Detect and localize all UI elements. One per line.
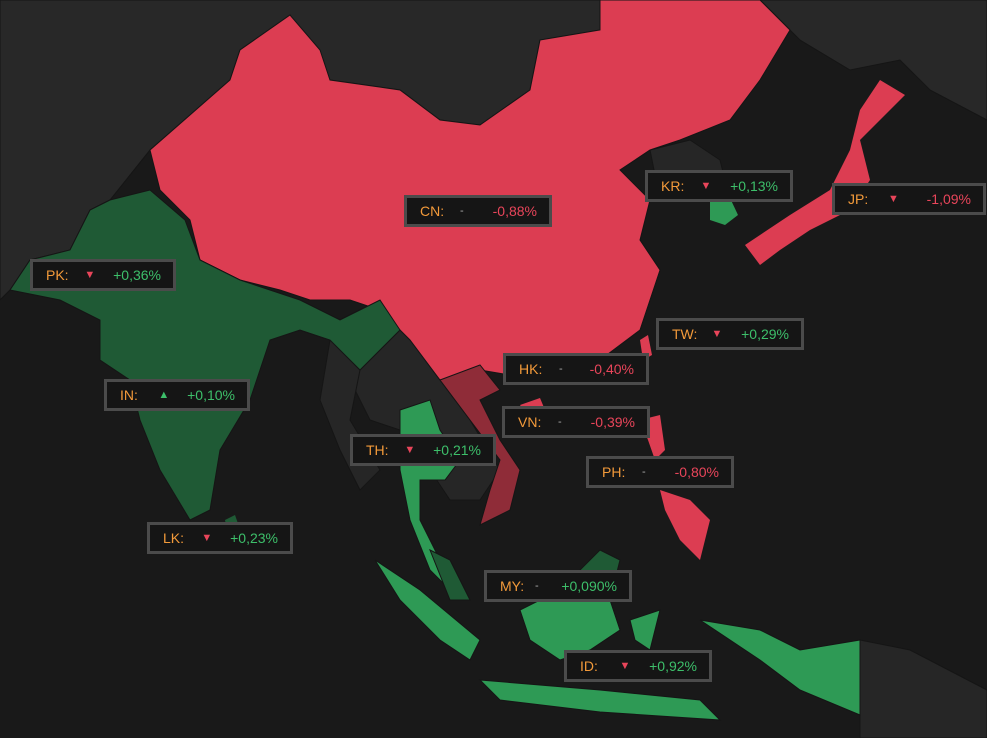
change-value: -0,88% [492,203,537,219]
country-code: PH: [602,464,626,480]
region-ph [640,415,710,560]
triangle-down-icon: ▼ [711,328,723,340]
change-value: +0,090% [561,578,617,594]
country-code: HK: [519,361,543,377]
country-code: JP: [848,191,869,207]
land-russia-east [759,0,987,121]
change-value: +0,92% [649,658,697,674]
region-jp [745,80,905,265]
label-kr[interactable]: KR: ▼ +0,13% [645,170,793,202]
label-cn[interactable]: CN: - -0,88% [404,195,552,227]
country-code: LK: [163,530,185,546]
change-value: +0,23% [230,530,278,546]
change-value: -1,09% [926,191,971,207]
land-png [859,639,987,738]
change-value: +0,29% [741,326,789,342]
dash-icon: - [558,416,562,428]
label-ph[interactable]: PH: - -0,80% [586,456,734,488]
change-value: +0,10% [187,387,235,403]
change-value: +0,36% [113,267,161,283]
triangle-down-icon: ▼ [84,269,96,281]
label-th[interactable]: TH: ▼ +0,21% [350,434,496,466]
change-value: +0,21% [433,442,481,458]
dash-icon: - [535,580,539,592]
label-id[interactable]: ID: ▼ +0,92% [564,650,712,682]
change-value: -0,80% [674,464,719,480]
country-code: ID: [580,658,598,674]
country-code: KR: [661,178,685,194]
label-in[interactable]: IN: ▲ +0,10% [104,379,250,411]
change-value: -0,39% [590,414,635,430]
region-kr [710,198,738,225]
triangle-down-icon: ▼ [201,532,213,544]
label-lk[interactable]: LK: ▼ +0,23% [147,522,293,554]
region-cn [149,0,791,381]
country-code: VN: [518,414,542,430]
country-code: MY: [500,578,525,594]
dash-icon: - [460,205,464,217]
triangle-up-icon: ▲ [158,389,170,401]
label-tw[interactable]: TW: ▼ +0,29% [656,318,804,350]
country-code: TW: [672,326,698,342]
label-jp[interactable]: JP: ▼ -1,09% [832,183,986,215]
change-value: +0,13% [730,178,778,194]
label-hk[interactable]: HK: - -0,40% [503,353,649,385]
change-value: -0,40% [589,361,634,377]
region-my [429,548,471,601]
label-my[interactable]: MY: - +0,090% [484,570,632,602]
triangle-down-icon: ▼ [700,180,712,192]
label-pk[interactable]: PK: ▼ +0,36% [30,259,176,291]
dash-icon: - [642,466,646,478]
country-code: CN: [420,203,445,219]
triangle-down-icon: ▼ [404,444,416,456]
country-code: TH: [366,442,389,458]
country-code: IN: [120,387,138,403]
country-code: PK: [46,267,69,283]
triangle-down-icon: ▼ [888,193,899,205]
label-vn[interactable]: VN: - -0,39% [502,406,650,438]
dash-icon: - [559,363,563,375]
triangle-down-icon: ▼ [619,660,631,672]
